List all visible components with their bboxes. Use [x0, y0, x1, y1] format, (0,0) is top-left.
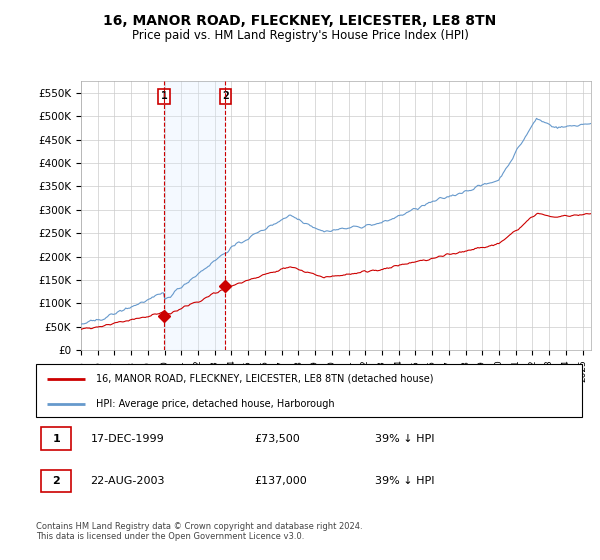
Text: 22-AUG-2003: 22-AUG-2003 [91, 476, 165, 486]
FancyBboxPatch shape [36, 364, 582, 417]
Text: 39% ↓ HPI: 39% ↓ HPI [374, 433, 434, 444]
Bar [164, 81, 226, 350]
Text: HPI: Average price, detached house, Harborough: HPI: Average price, detached house, Harb… [96, 399, 335, 409]
Text: Contains HM Land Registry data © Crown copyright and database right 2024.
This d: Contains HM Land Registry data © Crown c… [36, 522, 362, 542]
Text: 1: 1 [161, 91, 167, 101]
Text: 1: 1 [53, 433, 61, 444]
Text: 39% ↓ HPI: 39% ↓ HPI [374, 476, 434, 486]
Text: £73,500: £73,500 [254, 433, 300, 444]
Text: 16, MANOR ROAD, FLECKNEY, LEICESTER, LE8 8TN (detached house): 16, MANOR ROAD, FLECKNEY, LEICESTER, LE8… [96, 374, 434, 384]
Text: 16, MANOR ROAD, FLECKNEY, LEICESTER, LE8 8TN: 16, MANOR ROAD, FLECKNEY, LEICESTER, LE8… [103, 14, 497, 28]
Text: 17-DEC-1999: 17-DEC-1999 [91, 433, 164, 444]
Text: 2: 2 [53, 476, 61, 486]
Text: £137,000: £137,000 [254, 476, 307, 486]
Text: Price paid vs. HM Land Registry's House Price Index (HPI): Price paid vs. HM Land Registry's House … [131, 29, 469, 42]
Text: 2: 2 [222, 91, 229, 101]
FancyBboxPatch shape [41, 469, 71, 492]
FancyBboxPatch shape [41, 427, 71, 450]
